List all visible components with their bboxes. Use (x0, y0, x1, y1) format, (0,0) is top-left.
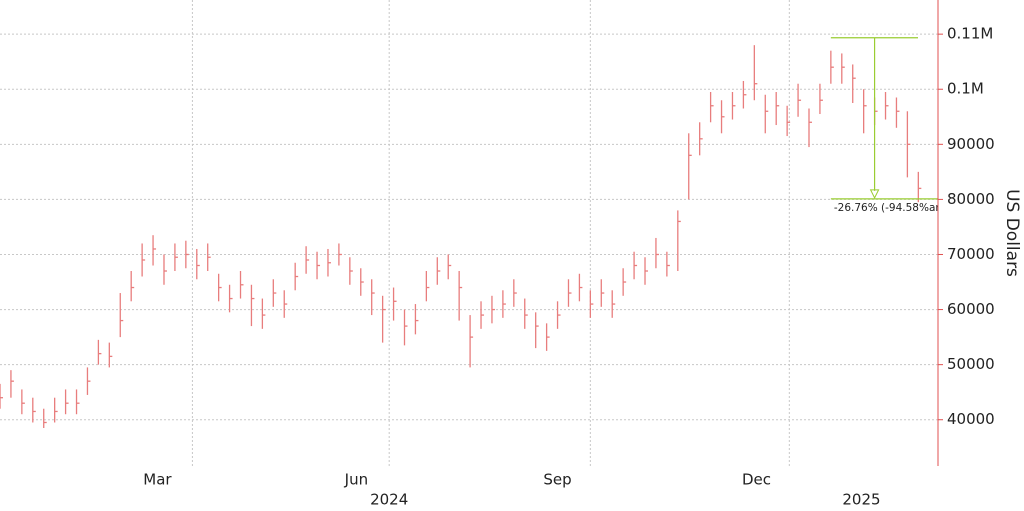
y-tick-label: 0.11M (947, 25, 993, 43)
annotation-text: -26.76% (-94.58%ann (834, 202, 949, 214)
y-tick-label: 80000 (947, 190, 995, 208)
plot-area: -26.76% (-94.58%ann (0, 37, 949, 428)
x-tick-label: Mar (143, 471, 172, 489)
x-tick-label: Jun (344, 471, 368, 489)
y-axis-label: US Dollars (1002, 189, 1022, 277)
y-tick-label: 40000 (947, 410, 995, 428)
y-tick-label: 70000 (947, 245, 995, 263)
x-tick-label: Dec (742, 471, 771, 489)
y-tick-label: 60000 (947, 300, 995, 318)
x-year-label: 2024 (370, 491, 408, 509)
x-year-label: 2025 (842, 491, 880, 509)
y-tick-label: 0.1M (947, 80, 984, 98)
axes: 40000 50000 60000 70000 80000 90000 0.1M 0.11M M… (143, 0, 995, 509)
y-tick-label: 90000 (947, 135, 995, 153)
annotation-arrowhead (869, 189, 880, 200)
x-tick-label: Sep (543, 471, 571, 489)
y-tick-label: 50000 (947, 355, 995, 373)
grid (0, 0, 938, 466)
